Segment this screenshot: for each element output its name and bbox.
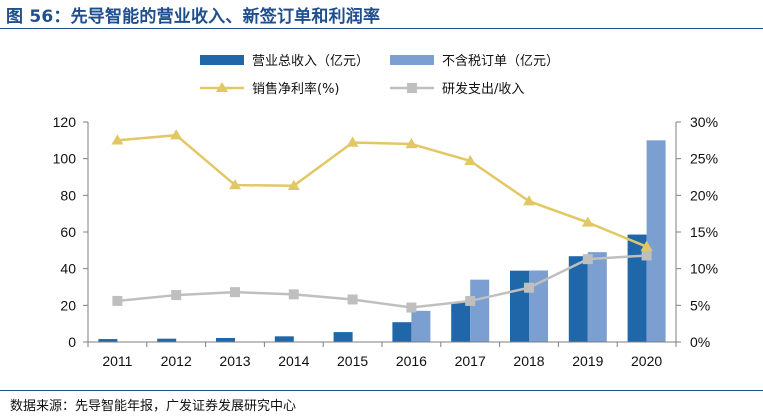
point-net-margin-2012 (170, 129, 183, 140)
bar-revenue-2018 (510, 270, 529, 342)
point-net-margin-2018 (523, 195, 535, 206)
x-tick-label: 2014 (278, 353, 309, 369)
figure-title: 图 56：先导智能的营业收入、新签订单和利润率 (6, 7, 381, 27)
point-net-margin-2019 (581, 216, 594, 227)
lines (111, 129, 653, 313)
legend-label-orders: 不含税订单（亿元） (442, 53, 559, 69)
y-right-tick-label: 10% (690, 261, 718, 277)
y-right-tick-label: 15% (690, 224, 718, 240)
bar-orders-2019 (587, 252, 607, 342)
point-net-margin-2017 (464, 154, 477, 166)
bar-orders-2017 (470, 279, 490, 342)
point-rd-ratio-2012 (171, 290, 182, 301)
bar-revenue-2015 (333, 332, 353, 342)
bar-orders-2016 (411, 310, 431, 342)
bar-orders-2020 (646, 140, 666, 342)
x-tick-label: 2020 (631, 353, 662, 369)
title-rule (0, 28, 763, 29)
bar-revenue-2016 (392, 322, 412, 342)
y-right-tick-label: 30% (690, 114, 718, 130)
legend: 营业总收入（亿元） 不含税订单（亿元） 销售净利率(%) 研发支出/收入 (200, 53, 559, 97)
legend-swatch-orders (390, 55, 434, 65)
bar-revenue-2019 (568, 256, 588, 342)
y-right-tick-label: 0% (690, 334, 710, 350)
y-right-tick-label: 25% (690, 151, 718, 167)
legend-label-rd-ratio: 研发支出/收入 (442, 81, 524, 97)
x-tick-label: 2011 (102, 353, 132, 369)
y-left-tick-label: 80 (60, 187, 76, 203)
point-rd-ratio-2018 (524, 282, 534, 293)
bar-revenue-2020 (627, 234, 647, 342)
y-left-axis: 0 20 40 60 80 100 120 (53, 114, 88, 350)
source-note: 数据来源：先导智能年报，广发证券发展研究中心 (10, 399, 297, 414)
bar-revenue-2011 (98, 339, 118, 342)
x-tick-label: 2017 (455, 353, 486, 369)
point-rd-ratio-2014 (288, 289, 299, 300)
point-net-margin-2015 (346, 136, 359, 147)
legend-marker-rd-ratio (407, 83, 417, 93)
legend-label-net-margin: 销售净利率(%) (252, 81, 340, 97)
bar-revenue-2014 (274, 336, 294, 342)
x-tick-label: 2013 (219, 353, 250, 369)
y-left-tick-label: 0 (68, 334, 76, 350)
x-tick-label: 2012 (161, 353, 192, 369)
y-right-tick-label: 5% (690, 297, 710, 313)
point-net-margin-2013 (229, 179, 241, 190)
x-tick-label: 2019 (572, 353, 603, 369)
y-left-tick-label: 20 (60, 297, 76, 313)
legend-label-revenue: 营业总收入（亿元） (252, 54, 369, 69)
point-rd-ratio-2017 (465, 295, 476, 306)
point-net-margin-2020 (640, 240, 653, 251)
legend-swatch-revenue (200, 55, 244, 65)
x-tick-label: 2016 (396, 353, 427, 369)
line-rd-ratio (117, 254, 647, 309)
y-left-tick-label: 120 (53, 114, 77, 130)
x-axis: 2011 2012 2013 2014 2015 2016 2017 2018 2019 2020 (87, 342, 677, 369)
y-right-axis: 0% 5% 10% 15% 20% 25% 30% (676, 114, 718, 350)
bar-revenue-2012 (157, 338, 177, 342)
bar-revenue-2013 (216, 337, 235, 342)
point-rd-ratio-2020 (641, 250, 652, 261)
point-rd-ratio-2013 (230, 287, 240, 298)
point-net-margin-2016 (405, 138, 418, 149)
point-rd-ratio-2015 (347, 294, 358, 305)
legend-marker-net-margin (216, 82, 228, 92)
y-right-tick-label: 20% (690, 187, 718, 203)
point-rd-ratio-2019 (582, 254, 593, 265)
x-tick-label: 2015 (337, 353, 368, 369)
y-left-tick-label: 40 (60, 261, 76, 277)
point-rd-ratio-2011 (112, 295, 123, 306)
y-left-tick-label: 60 (60, 224, 76, 240)
y-left-tick-label: 100 (53, 151, 77, 167)
x-tick-label: 2018 (513, 353, 544, 369)
bars (98, 140, 666, 342)
source-rule (0, 390, 763, 391)
point-net-margin-2014 (287, 179, 300, 190)
line-net-margin (117, 133, 648, 248)
bar-revenue-2017 (451, 302, 471, 342)
point-net-margin-2011 (111, 134, 124, 145)
point-rd-ratio-2016 (406, 302, 417, 313)
